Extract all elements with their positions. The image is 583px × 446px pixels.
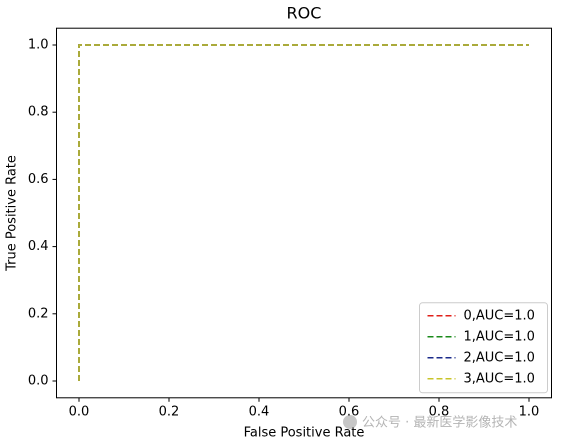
roc-line [78,44,529,381]
watermark: 公众号 · 最新医学影像技术 [362,415,517,431]
x-tick-label: 0.4 [249,404,270,419]
x-tick-label: 0.6 [339,404,360,419]
x-tick-label: 1.0 [519,404,540,419]
y-tick-label: 0.4 [28,239,49,254]
chart-title: ROC [287,4,322,23]
watermark-icon [343,415,357,429]
legend-box [419,302,548,394]
legend-label: 2,AUC=1.0 [464,350,535,365]
legend-label: 3,AUC=1.0 [464,371,535,386]
y-tick-label: 0.6 [28,172,49,187]
x-axis-label: False Positive Rate [244,426,365,441]
legend-label: 1,AUC=1.0 [464,329,535,344]
x-tick-label: 0.2 [159,404,180,419]
y-tick-label: 0.2 [28,306,49,321]
watermark-group: 公众号 · 最新医学影像技术 [343,415,517,431]
plot-frame [56,27,552,399]
y-tick-label: 0.8 [28,105,49,120]
x-tick-label: 0.8 [429,404,450,419]
x-tick-label: 0.0 [69,404,90,419]
y-tick-label: 0.0 [28,374,49,389]
legend-label: 0,AUC=1.0 [464,308,535,323]
y-axis-label: True Positive Rate [5,155,20,272]
y-tick-label: 1.0 [28,38,49,53]
